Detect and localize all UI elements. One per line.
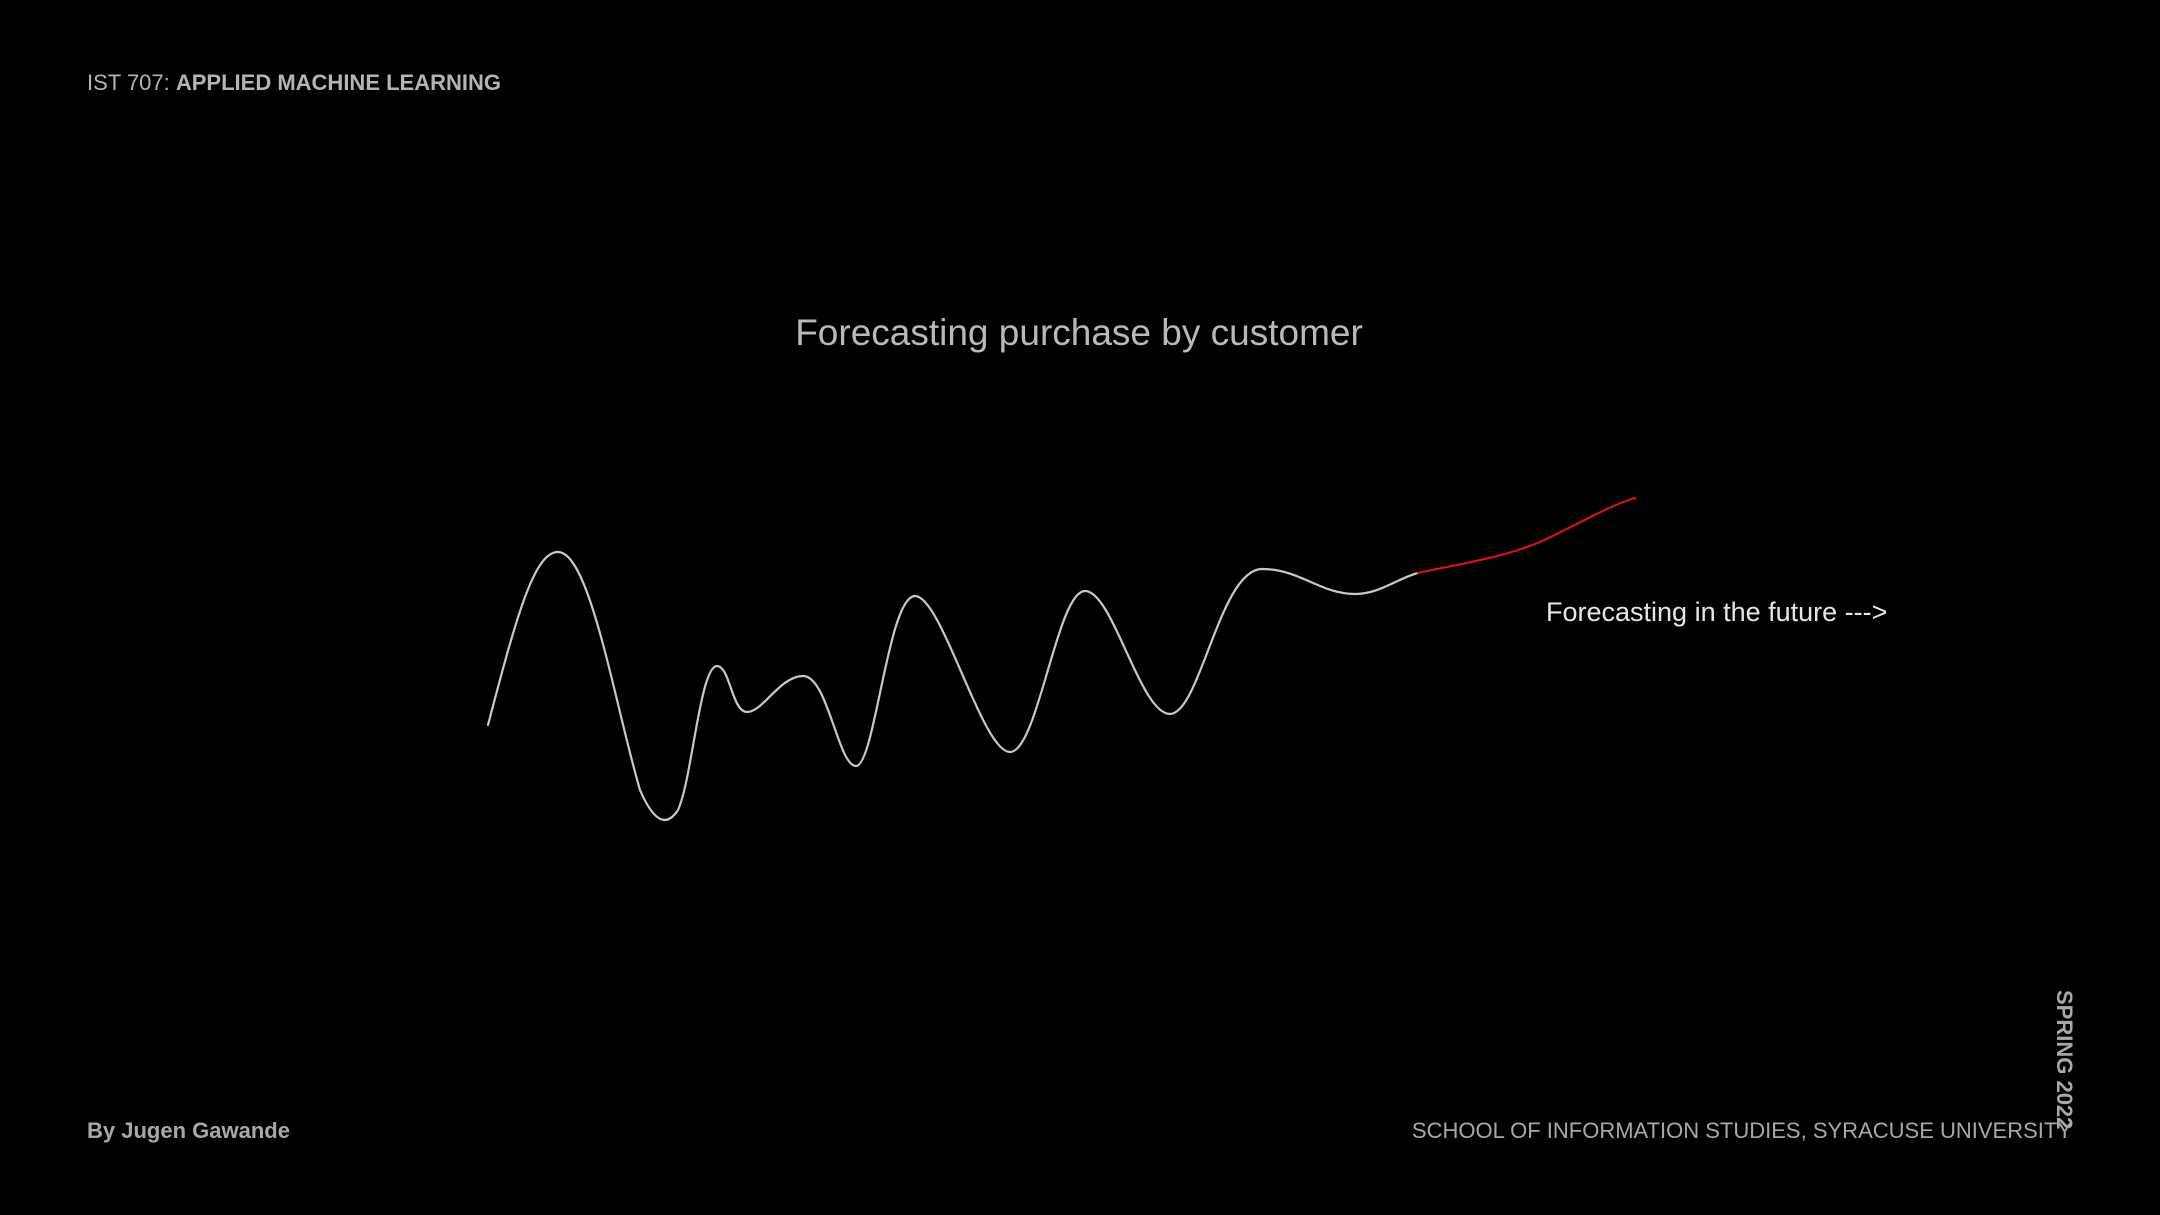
course-name: APPLIED MACHINE LEARNING xyxy=(175,70,501,95)
forecast-line xyxy=(1416,496,1637,575)
slide-title-text: Forecasting purchase by customer xyxy=(795,312,1363,353)
slide-title: Forecasting purchase by customer xyxy=(0,312,2160,354)
author-credit: By Jugen Gawande xyxy=(87,1118,290,1143)
institution-name: SCHOOL OF INFORMATION STUDIES, SYRACUSE … xyxy=(1411,1118,2072,1143)
course-header: IST 707: APPLIED MACHINE LEARNING xyxy=(87,70,501,96)
semester-text: SPRING 2022 xyxy=(2052,990,2077,1130)
forecast-annotation: Forecasting in the future ---> xyxy=(1546,597,1888,627)
course-code: IST 707: xyxy=(87,70,176,95)
history-line xyxy=(486,550,1420,822)
